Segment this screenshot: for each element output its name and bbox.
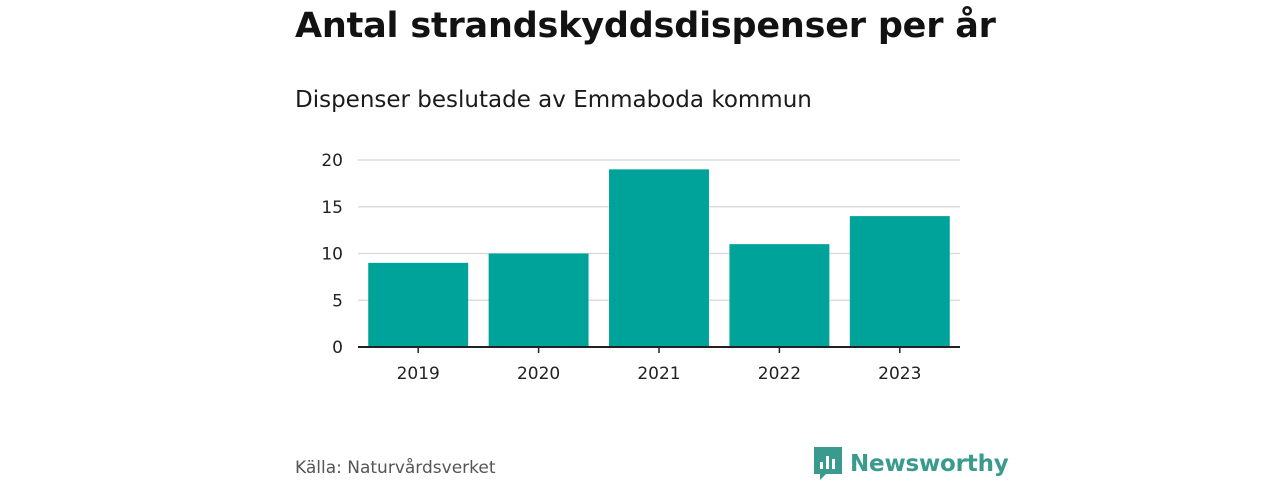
x-tick-label: 2020 bbox=[517, 364, 560, 384]
x-tick-label: 2023 bbox=[878, 364, 921, 384]
brand-name: Newsworthy bbox=[850, 451, 1009, 477]
bar-2023 bbox=[849, 216, 950, 347]
chart-subtitle: Dispenser beslutade av Emmaboda kommun bbox=[295, 87, 812, 113]
bar-2021 bbox=[609, 169, 709, 347]
y-tick-label: 5 bbox=[332, 291, 343, 311]
source-note: Källa: Naturvårdsverket bbox=[295, 458, 496, 478]
bar-2019 bbox=[368, 262, 469, 347]
y-tick-label: 0 bbox=[332, 338, 343, 358]
bar-2020 bbox=[488, 253, 589, 347]
x-tick-label: 2022 bbox=[758, 364, 801, 384]
y-axis-ticks: 0 5 10 15 20 bbox=[321, 151, 343, 358]
newsworthy-logo-icon bbox=[814, 447, 842, 480]
y-tick-label: 10 bbox=[321, 245, 343, 265]
brand-logo: Newsworthy bbox=[814, 447, 1009, 481]
chart-title: Antal strandskyddsdispenser per år bbox=[295, 6, 996, 46]
x-tick-label: 2021 bbox=[637, 364, 680, 384]
x-tick-label: 2019 bbox=[397, 364, 440, 384]
bar-2022 bbox=[729, 244, 830, 347]
y-tick-label: 20 bbox=[321, 151, 343, 171]
y-tick-label: 15 bbox=[321, 198, 343, 218]
bars bbox=[368, 169, 950, 347]
x-axis-ticks: 2019 2020 2021 2022 2023 bbox=[397, 347, 921, 384]
